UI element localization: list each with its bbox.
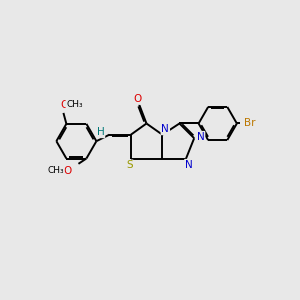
Text: N: N xyxy=(185,160,193,170)
Text: S: S xyxy=(126,160,133,170)
Text: N: N xyxy=(197,132,205,142)
Text: H: H xyxy=(97,127,104,137)
Text: O: O xyxy=(133,94,142,104)
Text: Br: Br xyxy=(244,118,255,128)
Text: CH₃: CH₃ xyxy=(66,100,83,109)
Text: CH₃: CH₃ xyxy=(47,167,64,176)
Text: N: N xyxy=(161,124,169,134)
Text: O: O xyxy=(64,166,72,176)
Text: O: O xyxy=(61,100,69,110)
